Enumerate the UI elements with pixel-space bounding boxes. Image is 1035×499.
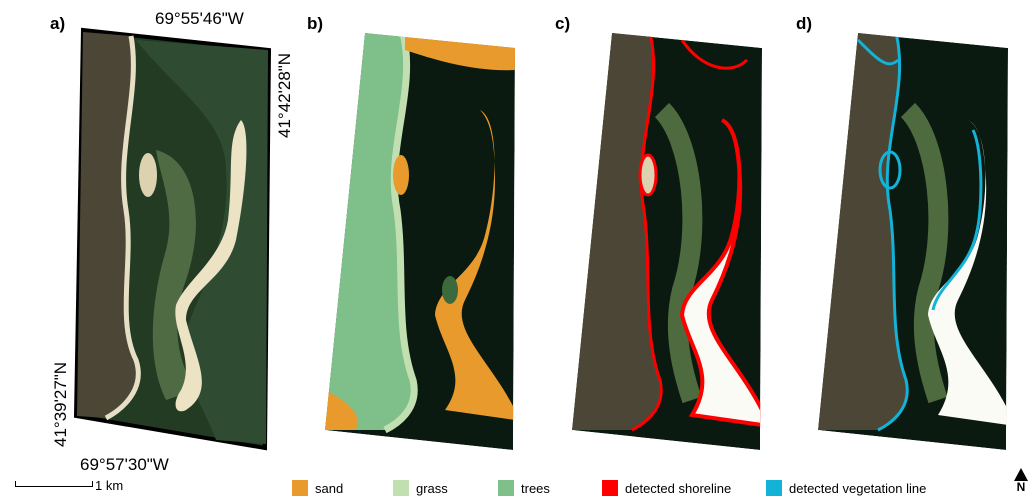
panel-b-classification-map: [325, 33, 515, 450]
longitude-top-label: 69°55'46"W: [155, 9, 244, 28]
legend-label-detected-vegetation-line: detected vegetation line: [789, 480, 927, 496]
legend-item-sand: sand: [292, 480, 343, 496]
legend-label-trees: trees: [521, 480, 550, 496]
north-label: N: [1016, 480, 1026, 494]
legend-label-detected-shoreline: detected shoreline: [625, 480, 732, 496]
legend-item-grass: grass: [393, 480, 448, 496]
legend-label-sand: sand: [315, 480, 344, 496]
scale-bar: [15, 477, 93, 487]
legend-swatch-grass: [393, 480, 409, 496]
legend-swatch-detected-vegetation-line: [766, 480, 782, 496]
legend-item-detected-shoreline: detected shoreline: [602, 480, 731, 496]
panel-label-a: a): [50, 14, 66, 33]
legend-item-detected-vegetation-line: detected vegetation line: [766, 480, 926, 496]
legend-swatch-sand: [292, 480, 308, 496]
legend-item-trees: trees: [498, 480, 550, 496]
longitude-bottom-label: 69°57'30"W: [80, 455, 169, 474]
legend-swatch-detected-shoreline: [602, 480, 618, 496]
panel-label-b: b): [307, 14, 324, 33]
latitude-right-label: 41°42'28"N: [275, 52, 294, 138]
latitude-left-label: 41°39'27"N: [51, 361, 70, 447]
panel-label-c: c): [555, 14, 571, 33]
panel-c-shoreline-map: [572, 33, 762, 450]
panel-a-satellite-map: [73, 27, 272, 451]
north-arrow-icon: N: [1011, 468, 1031, 498]
legend-label-grass: grass: [416, 480, 448, 496]
scale-label: 1 km: [95, 478, 124, 493]
panel-d-vegetation-line-map: [818, 33, 1008, 450]
panel-label-d: d): [796, 14, 813, 33]
legend-swatch-trees: [498, 480, 514, 496]
